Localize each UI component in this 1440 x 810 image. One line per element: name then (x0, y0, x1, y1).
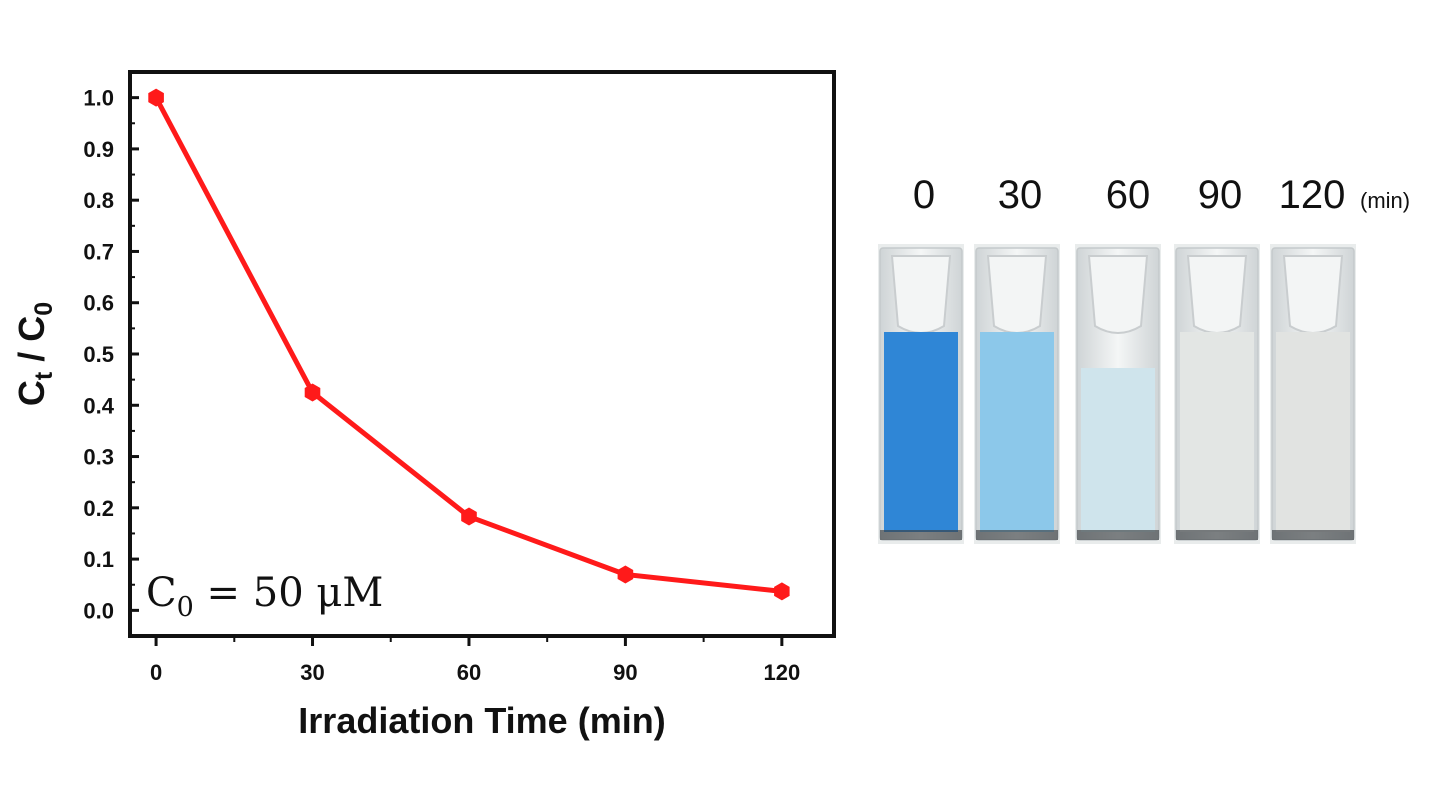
y-tick-label: 1.0 (83, 86, 114, 111)
data-point (461, 507, 477, 526)
cuvette-base (976, 530, 1058, 540)
x-tick-label: 0 (150, 660, 162, 685)
data-point (304, 383, 321, 402)
decay-chart: 0.0 0.1 0.2 0.3 0.4 0.5 0.6 0.7 0.8 0.9 1.0 0 30 60 9… (11, 70, 836, 741)
y-tick-label: 0.7 (83, 239, 114, 264)
cuvette-cap (1186, 255, 1248, 334)
cuvette-liquid (1180, 332, 1254, 532)
y-tick-label: 0.2 (83, 496, 114, 521)
cuvette-time-label: 0 (913, 173, 935, 217)
y-tick-label: 0.4 (83, 393, 114, 418)
time-unit-label: (min) (1360, 188, 1410, 213)
y-tick-label: 0.1 (83, 547, 114, 572)
x-tick-label: 60 (457, 660, 481, 685)
x-tick-label: 90 (613, 660, 637, 685)
series-group (148, 88, 790, 601)
y-axis-label: Ct / C0 (11, 302, 58, 406)
cuvette-time-label: 30 (998, 173, 1043, 217)
cuvette-liquid (884, 332, 958, 532)
cuvette-cap (986, 255, 1048, 334)
plot-frame (128, 70, 836, 638)
cuvette-time-label: 60 (1106, 173, 1151, 217)
cuvette-time-label: 120 (1279, 173, 1346, 217)
data-point (148, 88, 164, 107)
cuvette-base (1176, 530, 1258, 540)
x-axis-label: Irradiation Time (min) (298, 700, 665, 741)
cuvette-cap (1087, 255, 1149, 334)
x-ticks: 0 30 60 90 120 (150, 636, 800, 685)
y-ticks: 0.0 0.1 0.2 0.3 0.4 0.5 0.6 0.7 0.8 0.9 1.0 (83, 86, 139, 623)
cuvette (1075, 244, 1161, 544)
cuvette (1270, 244, 1356, 544)
x-tick-label: 30 (300, 660, 324, 685)
y-tick-label: 0.5 (83, 342, 114, 367)
y-tick-label: 0.9 (83, 137, 114, 162)
cuvette-cap (1282, 255, 1344, 334)
cuvette (878, 244, 964, 544)
cuvette (1174, 244, 1260, 544)
cuvette-liquid (1081, 368, 1155, 532)
concentration-annotation: C0 = 50 μM (146, 570, 383, 623)
y-tick-label: 0.0 (83, 598, 114, 623)
cuvette-cap (890, 255, 952, 334)
cuvette-base (880, 530, 962, 540)
cuvette-base (1077, 530, 1159, 540)
y-tick-label: 0.3 (83, 445, 114, 470)
data-point (774, 582, 790, 601)
y-tick-label: 0.8 (83, 188, 114, 213)
x-tick-label: 120 (763, 660, 800, 685)
y-tick-label: 0.6 (83, 291, 114, 316)
cuvette-time-label: 90 (1198, 173, 1243, 217)
cuvette-liquid (980, 332, 1054, 532)
cuvette-liquid (1276, 332, 1350, 532)
data-point (617, 565, 634, 584)
cuvette-photo: 0 30 60 90 120 (878, 173, 1356, 544)
cuvette-base (1272, 530, 1354, 540)
cuvette (974, 244, 1060, 544)
